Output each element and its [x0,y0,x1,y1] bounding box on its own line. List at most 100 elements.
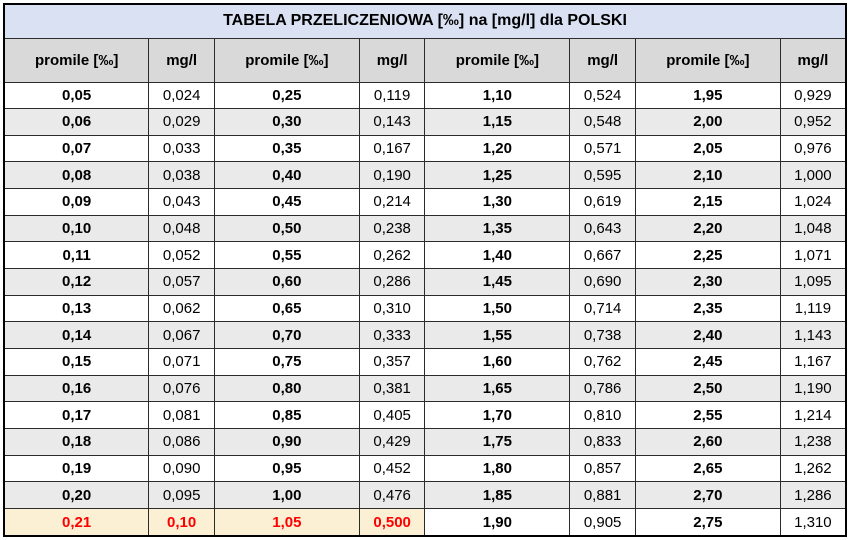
mgl-cell: 0,548 [569,108,636,136]
mgl-cell: 0,738 [569,321,636,350]
mgl-cell: 0,057 [148,268,215,296]
promile-cell: 1,75 [424,428,571,456]
column-header-mgl: mg/l [358,37,426,83]
mgl-cell: 1,286 [779,481,847,509]
table-row: 0,19 0,090 0,95 0,452 1,80 0,857 2,65 1,262 [3,454,847,483]
table-row: 0,09 0,043 0,45 0,214 1,30 0,619 2,15 1,024 [3,188,847,216]
promile-cell: 0,90 [213,428,360,456]
promile-cell: 2,75 [634,508,781,537]
mgl-cell: 0,048 [148,214,215,243]
promile-cell: 1,50 [424,294,571,323]
mgl-cell: 0,429 [358,428,426,456]
promile-cell: 0,30 [213,108,360,136]
mgl-cell: 1,095 [779,268,847,296]
promile-cell: 0,60 [213,268,360,296]
mgl-cell: 0,810 [569,401,636,430]
mgl-cell: 0,262 [358,241,426,270]
mgl-cell: 1,000 [779,161,847,190]
mgl-cell: 0,081 [148,401,215,430]
table-row: 0,06 0,029 0,30 0,143 1,15 0,548 2,00 0,952 [3,108,847,136]
mgl-cell: 0,095 [148,481,215,509]
table-row: 0,11 0,052 0,55 0,262 1,40 0,667 2,25 1,071 [3,241,847,270]
table-row: 0,10 0,048 0,50 0,238 1,35 0,643 2,20 1,048 [3,214,847,243]
table-row: 0,17 0,081 0,85 0,405 1,70 0,810 2,55 1,214 [3,401,847,430]
mgl-cell: 1,262 [779,454,847,483]
mgl-cell: 1,214 [779,401,847,430]
promile-cell: 0,65 [213,294,360,323]
mgl-cell: 1,190 [779,374,847,403]
mgl-cell: 0,086 [148,428,215,456]
column-header-promile: promile [‰] [424,37,571,83]
mgl-cell: 0,405 [358,401,426,430]
mgl-cell: 0,076 [148,374,215,403]
table-row: 0,12 0,057 0,60 0,286 1,45 0,690 2,30 1,095 [3,268,847,296]
promile-cell: 0,21 [3,508,150,537]
promile-cell: 1,60 [424,348,571,376]
table-row: 0,13 0,062 0,65 0,310 1,50 0,714 2,35 1,119 [3,294,847,323]
mgl-cell: 0,043 [148,188,215,216]
table-row: 0,07 0,033 0,35 0,167 1,20 0,571 2,05 0,976 [3,134,847,163]
mgl-cell: 0,762 [569,348,636,376]
mgl-cell: 0,119 [358,81,426,110]
promile-cell: 0,25 [213,81,360,110]
table-row: 0,18 0,086 0,90 0,429 1,75 0,833 2,60 1,238 [3,428,847,456]
mgl-cell: 0,038 [148,161,215,190]
promile-cell: 2,65 [634,454,781,483]
mgl-cell: 0,024 [148,81,215,110]
mgl-cell: 1,238 [779,428,847,456]
mgl-cell: 0,619 [569,188,636,216]
column-header-mgl: mg/l [148,37,215,83]
promile-cell: 0,85 [213,401,360,430]
mgl-cell: 0,500 [358,508,426,537]
promile-cell: 0,05 [3,81,150,110]
promile-cell: 0,55 [213,241,360,270]
promile-cell: 2,10 [634,161,781,190]
promile-cell: 1,35 [424,214,571,243]
mgl-cell: 1,143 [779,321,847,350]
promile-cell: 0,12 [3,268,150,296]
mgl-cell: 0,476 [358,481,426,509]
promile-cell: 0,80 [213,374,360,403]
promile-cell: 0,45 [213,188,360,216]
mgl-cell: 0,881 [569,481,636,509]
promile-cell: 1,20 [424,134,571,163]
promile-cell: 0,20 [3,481,150,509]
table-row: 0,20 0,095 1,00 0,476 1,85 0,881 2,70 1,286 [3,481,847,509]
mgl-cell: 1,167 [779,348,847,376]
header-row: promile [‰] mg/l promile [‰] mg/l promile [‰… [3,37,847,83]
promile-cell: 2,35 [634,294,781,323]
promile-cell: 0,11 [3,241,150,270]
mgl-cell: 1,071 [779,241,847,270]
mgl-cell: 0,143 [358,108,426,136]
promile-cell: 0,40 [213,161,360,190]
mgl-cell: 0,310 [358,294,426,323]
mgl-cell: 0,905 [569,508,636,537]
promile-cell: 1,10 [424,81,571,110]
promile-cell: 0,35 [213,134,360,163]
promile-cell: 0,13 [3,294,150,323]
promile-cell: 2,45 [634,348,781,376]
mgl-cell: 0,238 [358,214,426,243]
mgl-cell: 1,048 [779,214,847,243]
promile-cell: 1,90 [424,508,571,537]
mgl-cell: 0,071 [148,348,215,376]
promile-cell: 0,07 [3,134,150,163]
promile-cell: 1,80 [424,454,571,483]
table-row: 0,16 0,076 0,80 0,381 1,65 0,786 2,50 1,190 [3,374,847,403]
mgl-cell: 0,067 [148,321,215,350]
column-header-promile: promile [‰] [213,37,360,83]
mgl-cell: 1,024 [779,188,847,216]
mgl-cell: 0,643 [569,214,636,243]
table-row: 0,15 0,071 0,75 0,357 1,60 0,762 2,45 1,167 [3,348,847,376]
promile-cell: 0,75 [213,348,360,376]
promile-cell: 1,70 [424,401,571,430]
promile-cell: 0,14 [3,321,150,350]
promile-cell: 2,55 [634,401,781,430]
promile-cell: 0,95 [213,454,360,483]
mgl-cell: 0,857 [569,454,636,483]
mgl-cell: 0,190 [358,161,426,190]
mgl-cell: 0,381 [358,374,426,403]
promile-cell: 2,30 [634,268,781,296]
promile-cell: 1,00 [213,481,360,509]
